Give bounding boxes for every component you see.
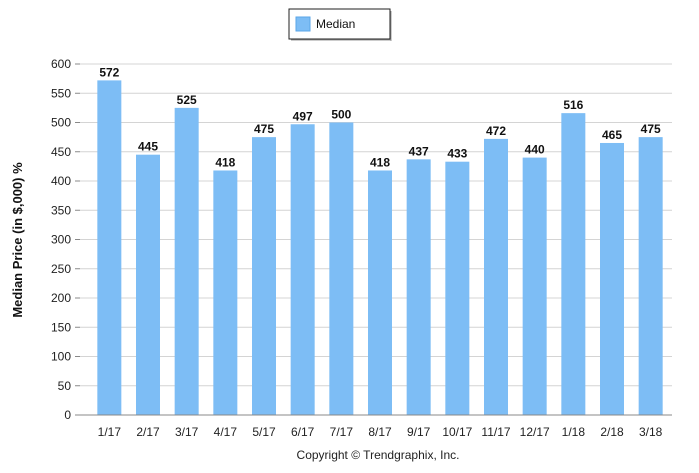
y-axis-ticks: 0 50 100 150 200 250 300 350 400 450 500 550 600 — [51, 57, 80, 422]
y-tick-label: 50 — [58, 379, 72, 393]
data-label: 497 — [293, 109, 313, 123]
legend-swatch-median — [295, 16, 311, 32]
copyright-footer: Copyright © Trendgraphix, Inc. — [297, 448, 460, 462]
x-tick-label: 11/17 — [481, 425, 510, 439]
bar-2-17 — [136, 154, 160, 416]
x-tick-label: 3/18 — [639, 425, 663, 439]
bar-10-17 — [445, 161, 470, 415]
x-tick-label: 2/18 — [600, 425, 624, 439]
bar-11-17 — [484, 138, 508, 415]
y-tick-label: 550 — [51, 86, 71, 100]
x-tick-label: 1/17 — [98, 425, 122, 439]
y-tick-label: 250 — [51, 262, 71, 276]
legend-label-median: Median — [316, 17, 355, 31]
bar-1-17 — [97, 80, 122, 415]
data-label: 445 — [138, 140, 158, 154]
bar-4-17 — [213, 170, 238, 415]
x-tick-label: 9/17 — [407, 425, 431, 439]
x-tick-label: 10/17 — [442, 425, 472, 439]
y-tick-label: 0 — [64, 408, 71, 422]
x-tick-label: 12/17 — [520, 425, 550, 439]
data-label: 516 — [563, 98, 583, 112]
data-label: 500 — [331, 108, 351, 122]
bars — [97, 80, 663, 416]
y-tick-label: 500 — [51, 116, 71, 130]
x-tick-label: 6/17 — [291, 425, 315, 439]
data-label: 418 — [215, 155, 235, 169]
x-tick-label: 2/17 — [136, 425, 160, 439]
bar-8-17 — [368, 170, 392, 415]
bar-5-17 — [252, 137, 276, 415]
x-tick-label: 4/17 — [214, 425, 238, 439]
bar-9-17 — [406, 159, 431, 415]
data-label: 465 — [602, 128, 622, 142]
x-tick-label: 7/17 — [330, 425, 354, 439]
y-tick-label: 350 — [51, 203, 71, 217]
bar-6-17 — [290, 124, 315, 415]
y-axis-label: Median Price (in $,000) % — [10, 162, 25, 318]
data-label: 525 — [177, 93, 197, 107]
y-tick-label: 100 — [51, 350, 71, 364]
y-tick-label: 450 — [51, 145, 71, 159]
x-tick-label: 5/17 — [252, 425, 276, 439]
data-label: 475 — [641, 122, 661, 136]
y-tick-label: 150 — [51, 320, 71, 334]
bar-3-17 — [174, 107, 199, 415]
bar-7-17 — [329, 122, 354, 415]
data-label: 475 — [254, 122, 274, 136]
y-tick-label: 400 — [51, 174, 71, 188]
x-tick-label: 8/17 — [368, 425, 392, 439]
bar-2-18 — [600, 142, 624, 415]
y-tick-label: 200 — [51, 291, 71, 305]
bar-12-17 — [522, 157, 547, 415]
legend: Median — [288, 8, 392, 41]
x-tick-label: 3/17 — [175, 425, 199, 439]
data-label: 440 — [525, 143, 545, 157]
y-tick-label: 600 — [51, 57, 71, 71]
data-label: 572 — [99, 65, 119, 79]
data-label: 472 — [486, 124, 506, 138]
data-label: 437 — [409, 144, 429, 158]
bar-3-18 — [638, 137, 663, 415]
x-axis-ticks: 1/17 2/17 3/17 4/17 5/17 6/17 7/17 8/17 9/17 10/1… — [98, 425, 663, 439]
data-label: 418 — [370, 155, 390, 169]
x-tick-label: 1/18 — [562, 425, 586, 439]
bar-1-18 — [561, 113, 586, 415]
data-labels: 572 445 525 418 475 497 500 418 437 433 472 440 516 4… — [99, 65, 661, 169]
data-label: 433 — [447, 147, 467, 161]
y-tick-label: 300 — [51, 233, 71, 247]
